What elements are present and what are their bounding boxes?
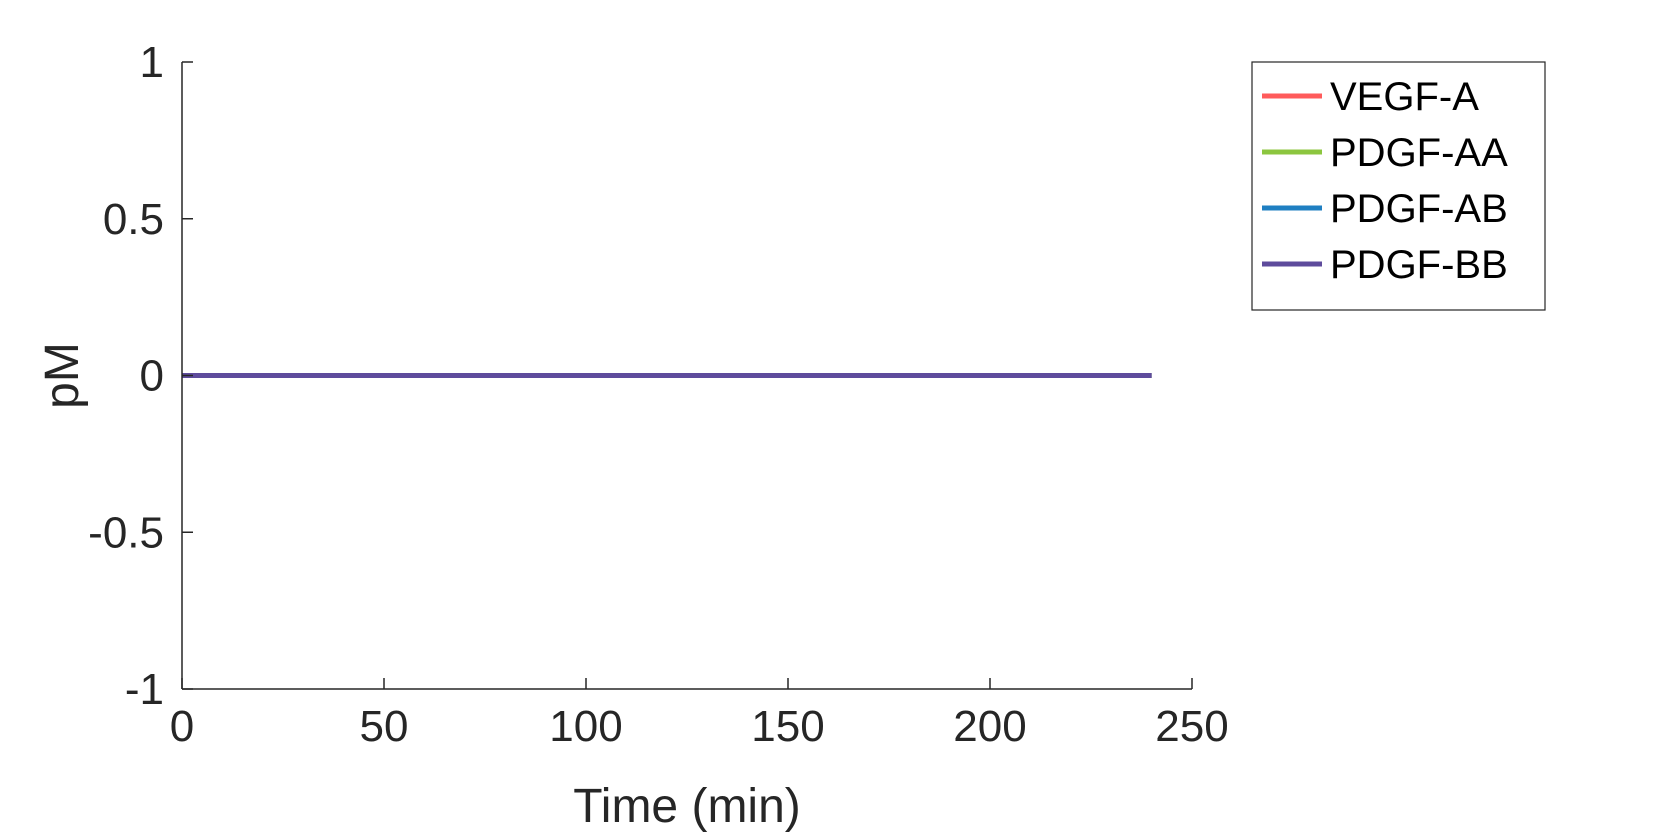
x-tick-label: 100 [549, 702, 622, 751]
legend-label: VEGF-A [1330, 75, 1479, 119]
axes-layer: 0 50 100 150 200 250 -1 -0.5 0 0.5 1 Time (min) p… [36, 38, 1229, 833]
legend-label: PDGF-BB [1330, 243, 1508, 287]
y-tick-label: -0.5 [88, 508, 164, 557]
y-axis-ticks: -1 -0.5 0 0.5 1 [88, 38, 193, 714]
x-axis-ticks: 0 50 100 150 200 250 [170, 678, 1229, 751]
x-tick-label: 150 [751, 702, 824, 751]
x-tick-label: 250 [1155, 702, 1228, 751]
x-axis-title: Time (min) [573, 780, 801, 833]
legend-label: PDGF-AA [1330, 131, 1508, 175]
y-tick-label: -1 [125, 665, 164, 714]
x-tick-label: 50 [360, 702, 409, 751]
y-tick-label: 1 [140, 38, 164, 87]
y-axis-title: pM [36, 342, 89, 409]
legend-label: PDGF-AB [1330, 187, 1508, 231]
x-tick-label: 0 [170, 702, 194, 751]
legend-box [1251, 61, 1546, 311]
y-tick-label: 0.5 [103, 195, 164, 244]
legend: VEGF-A PDGF-AA PDGF-AB PDGF-BB [1251, 61, 1546, 311]
x-tick-label: 200 [953, 702, 1026, 751]
y-tick-label: 0 [140, 352, 164, 401]
